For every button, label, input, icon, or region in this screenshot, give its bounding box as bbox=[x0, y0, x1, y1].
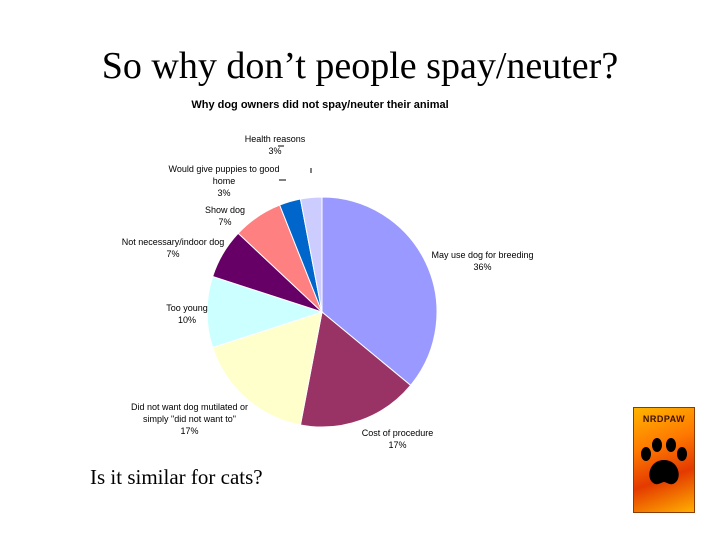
slide-title: So why don’t people spay/neuter? bbox=[101, 45, 619, 87]
pie-slice-0 bbox=[321, 196, 438, 387]
slice-label-show-dog: Show dog 7% bbox=[204, 205, 246, 227]
slice-label-breeding: May use dog for breeding 36% bbox=[431, 250, 534, 272]
paw-print-icon bbox=[641, 438, 687, 485]
chart-title: Why dog owners did not spay/neuter their… bbox=[191, 99, 449, 111]
slice-label-cost: Cost of procedure 17% bbox=[361, 428, 434, 450]
slice-label-did-not-want: Did not want dog mutilated or simply "di… bbox=[130, 402, 249, 436]
logo-text: NRDPAW bbox=[642, 414, 686, 424]
pie-slice-3 bbox=[206, 275, 324, 349]
pie-slice-7 bbox=[299, 196, 323, 313]
slide-subtitle: Is it similar for cats? bbox=[90, 465, 263, 489]
slice-label-not-necessary: Not necessary/indoor dog 7% bbox=[121, 237, 225, 259]
pie-slice-2 bbox=[211, 311, 323, 426]
slice-label-health: Health reasons 3% bbox=[244, 134, 306, 156]
slice-label-too-young: Too young 10% bbox=[166, 303, 208, 325]
pie-slice-1 bbox=[299, 311, 412, 428]
slice-label-puppies: Would give puppies to good home 3% bbox=[168, 164, 280, 198]
org-logo: NRDPAW bbox=[633, 407, 695, 513]
